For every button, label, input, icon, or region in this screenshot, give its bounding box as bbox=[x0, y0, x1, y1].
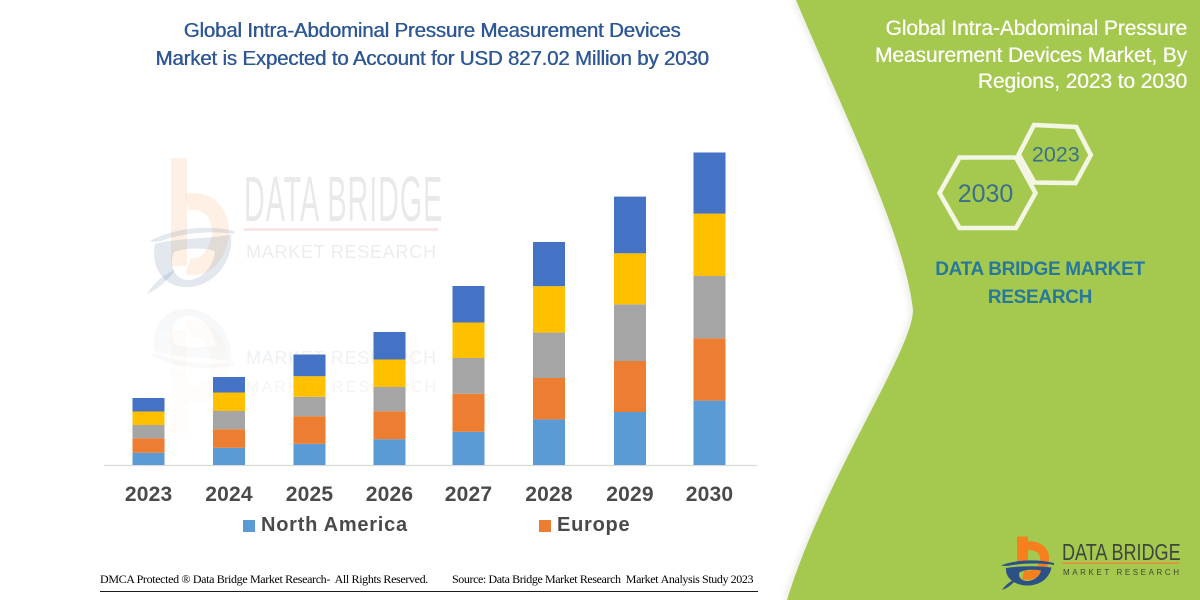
svg-text:DATA BRIDGE: DATA BRIDGE bbox=[1062, 540, 1181, 566]
svg-text:2023: 2023 bbox=[1032, 143, 1080, 167]
svg-text:2030: 2030 bbox=[958, 180, 1014, 208]
svg-text:MARKET RESEARCH: MARKET RESEARCH bbox=[246, 242, 436, 262]
svg-text:MARKET RESEARCH: MARKET RESEARCH bbox=[1063, 568, 1179, 577]
svg-text:DATA BRIDGE: DATA BRIDGE bbox=[244, 163, 443, 235]
